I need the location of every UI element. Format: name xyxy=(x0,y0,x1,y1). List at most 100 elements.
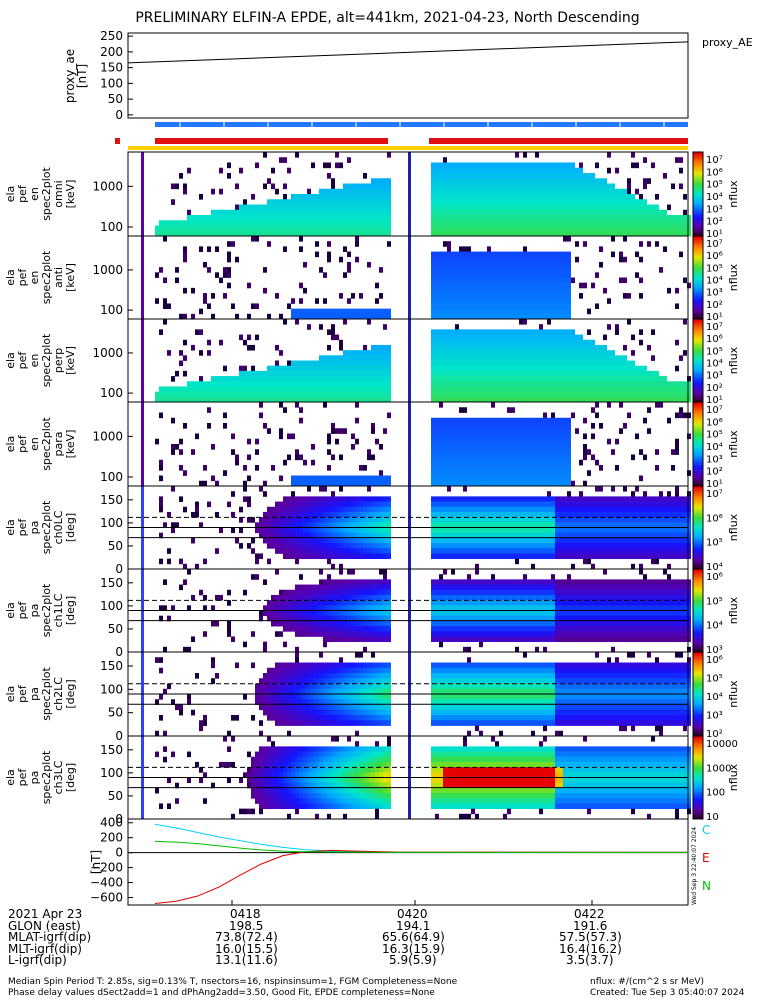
heatmap-cell xyxy=(551,501,555,508)
heatmap-cell xyxy=(475,313,479,320)
heatmap-cell xyxy=(547,173,551,179)
heatmap-cell xyxy=(227,241,231,247)
heatmap-cell xyxy=(487,220,491,226)
heatmap-cell xyxy=(611,251,615,258)
heatmap-cell xyxy=(463,553,467,560)
heatmap-cell xyxy=(507,423,511,429)
heatmap-cell xyxy=(463,407,467,413)
heatmap-cell xyxy=(583,480,587,487)
heatmap-cell xyxy=(495,183,499,190)
heatmap-cell xyxy=(327,376,331,382)
heatmap-cell xyxy=(271,215,275,221)
heatmap-cell xyxy=(515,344,519,351)
heatmap-cell xyxy=(567,428,571,434)
heatmap-cell xyxy=(379,215,383,221)
heatmap-cell xyxy=(471,454,475,461)
heatmap-cell xyxy=(459,480,463,487)
heatmap-cell xyxy=(159,230,163,237)
heatmap-cell xyxy=(279,537,283,544)
heatmap-cell xyxy=(547,313,551,320)
heatmap-cell xyxy=(159,501,163,508)
heatmap-cell xyxy=(519,386,523,393)
heatmap-cell xyxy=(495,537,499,544)
heatmap-cell xyxy=(595,215,599,221)
colorbar-step xyxy=(693,481,703,485)
heatmap-cell xyxy=(275,225,279,232)
heatmap-cell xyxy=(531,334,535,341)
heatmap-cell xyxy=(475,381,479,387)
heatmap-cell xyxy=(615,324,619,330)
heatmap-cell xyxy=(371,480,375,487)
heatmap-cell xyxy=(439,496,443,502)
heatmap-cell xyxy=(375,204,379,211)
heatmap-cell xyxy=(335,334,339,341)
heatmap-cell xyxy=(551,162,555,169)
ylabel-line: en xyxy=(28,354,41,368)
heatmap-cell xyxy=(563,178,567,184)
heatmap-cell xyxy=(459,298,463,304)
heatmap-cell xyxy=(563,251,567,258)
heatmap-cell xyxy=(383,532,387,539)
heatmap-cell xyxy=(583,381,587,387)
heatmap-cell xyxy=(331,360,335,367)
heatmap-cell xyxy=(551,475,555,482)
heatmap-cell xyxy=(615,465,619,471)
heatmap-cell xyxy=(607,438,611,445)
heatmap-cell xyxy=(499,527,503,534)
heatmap-cell xyxy=(531,339,535,346)
heatmap-cell xyxy=(443,334,447,341)
heatmap-cell xyxy=(563,277,567,284)
heatmap-cell xyxy=(311,162,315,169)
heatmap-sliver xyxy=(141,236,144,319)
heatmap-cell xyxy=(627,215,631,221)
heatmap-cell xyxy=(511,480,515,487)
heatmap-cell xyxy=(295,194,299,200)
heatmap-cell xyxy=(383,548,387,554)
heatmap-cell xyxy=(559,454,563,461)
heatmap-cell xyxy=(435,209,439,216)
colorbar-step xyxy=(693,404,703,407)
heatmap-cell xyxy=(219,527,223,534)
colorbar-step xyxy=(693,456,703,460)
heatmap-cell xyxy=(547,475,551,482)
heatmap-cell xyxy=(555,376,559,382)
heatmap-cell xyxy=(595,532,599,539)
heatmap-cell xyxy=(515,188,519,195)
heatmap-cell xyxy=(491,543,495,549)
heatmap-cell xyxy=(459,178,463,184)
heatmap-cell xyxy=(207,407,211,413)
heatmap-cell xyxy=(595,178,599,184)
heatmap-cell xyxy=(511,329,515,335)
ylabel-line: anti xyxy=(52,267,65,288)
heatmap-cell xyxy=(595,537,599,544)
heatmap-cell xyxy=(339,454,343,461)
heatmap-cell xyxy=(527,454,531,461)
heatmap-cell xyxy=(243,230,247,237)
heatmap-cell xyxy=(463,293,467,299)
heatmap-cell xyxy=(439,194,443,200)
heatmap-cell xyxy=(431,454,435,461)
heatmap-cell xyxy=(359,386,363,393)
heatmap-cell xyxy=(371,204,375,211)
heatmap-cell xyxy=(335,230,339,237)
heatmap-cell xyxy=(619,370,623,377)
heatmap-cell xyxy=(243,220,247,226)
heatmap-cell xyxy=(523,183,527,190)
heatmap-cell xyxy=(183,391,187,398)
heatmap-cell xyxy=(283,532,287,539)
heatmap-cell xyxy=(319,486,323,492)
heatmap-cell xyxy=(383,360,387,367)
heatmap-cell xyxy=(295,204,299,211)
colorbar-step xyxy=(693,462,703,466)
heatmap-cell xyxy=(483,517,487,523)
heatmap-cell xyxy=(535,230,539,237)
heatmap-cell xyxy=(471,204,475,211)
heatmap-cell xyxy=(443,454,447,461)
heatmap-cell xyxy=(499,178,503,184)
heatmap-cell xyxy=(183,370,187,377)
heatmap-cell xyxy=(487,355,491,361)
heatmap-cell xyxy=(247,230,251,237)
heatmap-cell xyxy=(539,350,543,356)
